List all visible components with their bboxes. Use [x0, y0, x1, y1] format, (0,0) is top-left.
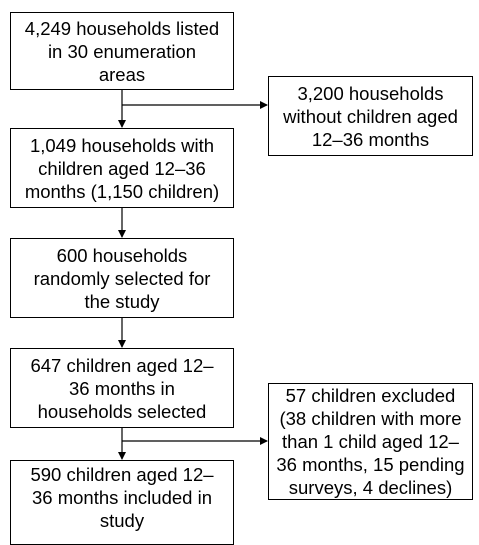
box-households-with-children: 1,049 households with children aged 12–3…	[10, 128, 234, 208]
box-households-selected: 600 households randomly selected for the…	[10, 238, 234, 318]
box-children-included: 590 children aged 12– 36 months included…	[10, 460, 234, 545]
box-households-listed: 4,249 households listed in 30 enumeratio…	[10, 12, 234, 90]
box-children-in-selected-households: 647 children aged 12– 36 months in house…	[10, 348, 234, 428]
box-children-excluded: 57 children excluded (38 children with m…	[268, 383, 473, 500]
box-households-without-children: 3,200 households without children aged 1…	[268, 76, 473, 156]
